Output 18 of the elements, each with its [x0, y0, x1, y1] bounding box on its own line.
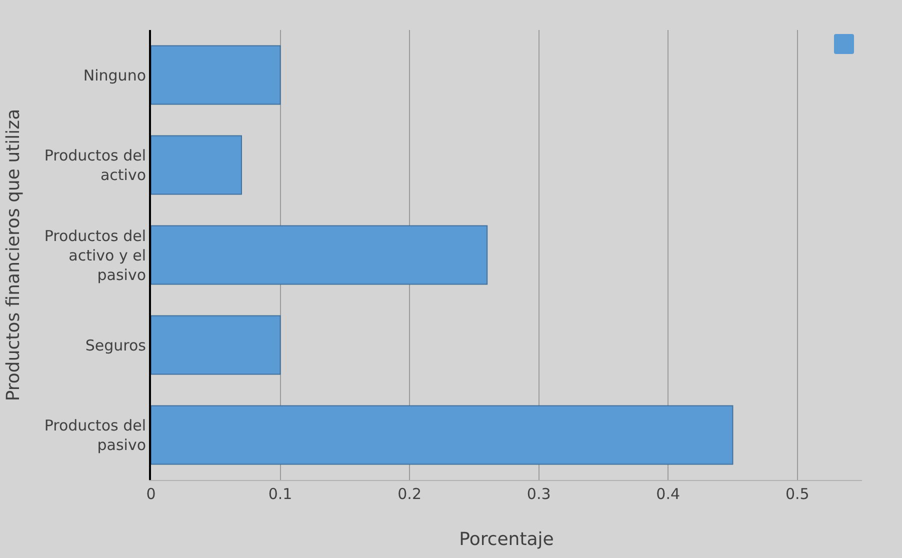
- y-axis-title: Productos financieros que utiliza: [3, 108, 24, 402]
- bar: [151, 225, 488, 285]
- x-tick-label: 0.5: [785, 485, 810, 503]
- bar: [151, 45, 281, 105]
- bar: [151, 135, 242, 195]
- bar: [151, 315, 281, 375]
- y-tick-label: Productos del activo: [44, 146, 146, 184]
- y-tick-label: Productos del pasivo: [44, 416, 146, 454]
- bar: [151, 405, 734, 465]
- x-tick-label: 0.1: [268, 485, 292, 503]
- y-tick-label: Productos del activo y el pasivo: [44, 226, 146, 284]
- y-tick-label: Seguros: [85, 336, 146, 354]
- x-tick-label: 0.3: [526, 485, 551, 503]
- x-tick-label: 0: [146, 485, 156, 503]
- x-tick-label: 0.4: [656, 485, 680, 503]
- x-axis-title: Porcentaje: [459, 529, 554, 550]
- y-tick-label: Ninguno: [83, 66, 146, 84]
- x-tick-label: 0.2: [398, 485, 422, 503]
